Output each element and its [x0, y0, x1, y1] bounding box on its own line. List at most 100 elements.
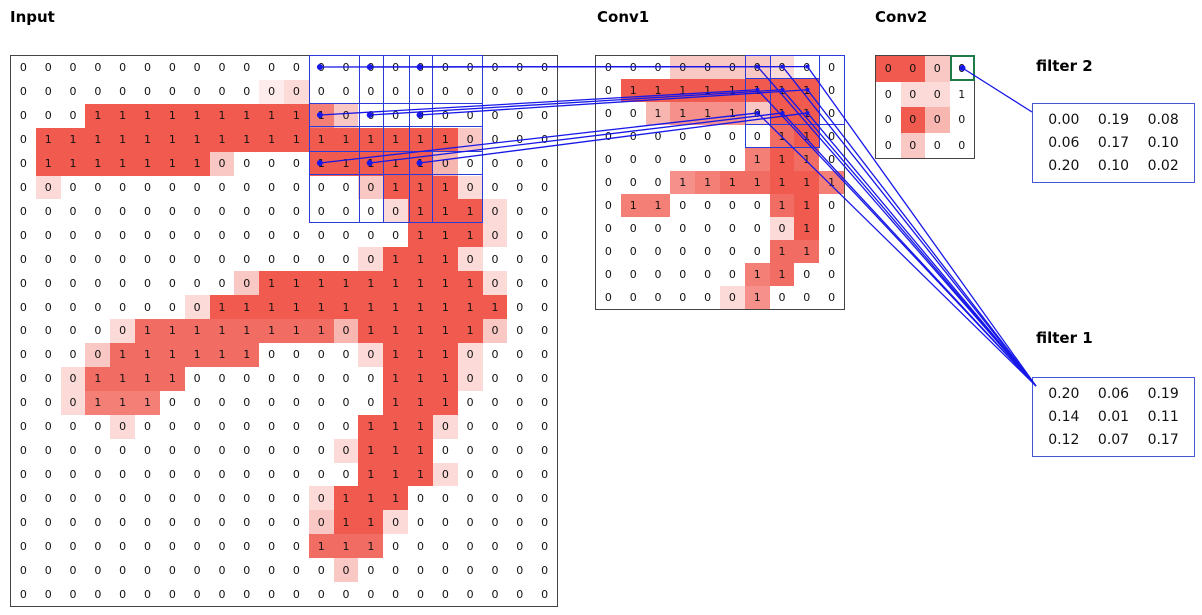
input-cell: 0	[416, 109, 424, 123]
input-cell: 0	[119, 181, 127, 195]
input-cell: 1	[159, 151, 185, 176]
input-cell: 1	[358, 151, 384, 176]
input-cell: 0	[119, 228, 127, 242]
input-cell: 0	[367, 396, 375, 410]
input-cell: 0	[119, 515, 127, 529]
input-cell: 1	[408, 127, 433, 152]
input-cell: 0	[143, 563, 151, 577]
filter1-label: filter 1	[1036, 329, 1093, 347]
conv1-cell: 1	[719, 79, 745, 102]
input-cell: 0	[292, 515, 300, 529]
input-cell: 0	[243, 181, 251, 195]
conv1-cell: 0	[753, 222, 761, 235]
input-cell: 1	[408, 175, 433, 200]
conv1-cell: 0	[604, 222, 612, 235]
conv1-cell: 1	[645, 102, 671, 125]
input-cell: 0	[466, 539, 474, 553]
input-cell: 0	[466, 61, 474, 75]
input-cell: 0	[243, 587, 251, 601]
input-cell: 0	[308, 510, 334, 535]
input-cell: 0	[392, 539, 400, 553]
input-cell: 1	[383, 414, 409, 439]
input-cell: 0	[19, 109, 27, 123]
input-cell: 0	[60, 366, 86, 391]
input-cell: 0	[491, 420, 499, 434]
conv1-cell: 0	[803, 61, 811, 74]
input-cell: 0	[292, 563, 300, 577]
input-cell: 0	[44, 515, 52, 529]
input-cell: 0	[218, 420, 226, 434]
input-cell: 0	[94, 515, 102, 529]
conv1-cell: 0	[704, 130, 712, 143]
input-cell: 0	[541, 467, 549, 481]
input-cell: 0	[441, 563, 449, 577]
input-cell: 0	[94, 467, 102, 481]
conv1-cell: 0	[803, 291, 811, 304]
input-cell: 0	[292, 348, 300, 362]
input-cell: 0	[69, 228, 77, 242]
input-cell: 0	[44, 491, 52, 505]
input-cell: 0	[317, 61, 325, 75]
input-label: Input	[10, 8, 55, 26]
conv2-cell: 0	[884, 113, 892, 127]
filter2-label: filter 2	[1036, 57, 1093, 75]
input-cell: 0	[516, 204, 524, 218]
input-cell: 0	[516, 157, 524, 171]
input-cell: 0	[441, 61, 449, 75]
input-cell: 0	[491, 348, 499, 362]
input-cell: 0	[292, 467, 300, 481]
input-cell: 1	[333, 534, 359, 559]
input-cell: 1	[159, 342, 185, 367]
input-cell: 0	[268, 515, 276, 529]
filter-value: 0.06	[1097, 385, 1130, 402]
input-cell: 0	[541, 133, 549, 147]
input-cell: 0	[367, 61, 375, 75]
input-cell: 0	[268, 539, 276, 553]
input-cell: 0	[516, 444, 524, 458]
input-cell: 1	[110, 127, 136, 152]
input-cell: 0	[69, 300, 77, 314]
input-cell: 0	[292, 372, 300, 386]
conv1-cell: 0	[828, 130, 836, 143]
input-cell: 0	[168, 85, 176, 99]
input-cell: 1	[308, 534, 334, 559]
input-cell: 1	[209, 295, 235, 320]
input-cell: 0	[243, 444, 251, 458]
input-cell: 0	[466, 157, 474, 171]
input-cell: 0	[516, 276, 524, 290]
input-cell: 0	[516, 587, 524, 601]
input-cell: 0	[69, 204, 77, 218]
input-cell: 0	[243, 467, 251, 481]
input-cell: 0	[292, 491, 300, 505]
conv1-cell: 0	[828, 84, 836, 97]
conv1-cell: 1	[769, 148, 795, 171]
input-cell: 1	[159, 127, 185, 152]
input-cell: 0	[218, 85, 226, 99]
input-cell: 0	[392, 587, 400, 601]
conv1-cell: 0	[828, 268, 836, 281]
input-cell: 0	[317, 372, 325, 386]
input-cell: 0	[342, 420, 350, 434]
conv2-cell: 0	[933, 138, 941, 152]
conv2-cell: 0	[900, 132, 925, 158]
input-cell: 1	[432, 247, 458, 272]
input-cell: 0	[308, 486, 334, 511]
conv1-cell: 0	[629, 176, 637, 189]
input-cell: 0	[168, 181, 176, 195]
input-cell: 0	[342, 228, 350, 242]
input-cell: 0	[432, 462, 458, 487]
input-cell: 0	[94, 252, 102, 266]
input-cell: 1	[308, 151, 334, 176]
input-cell: 0	[292, 157, 300, 171]
input-cell: 0	[19, 85, 27, 99]
input-cell: 1	[234, 295, 260, 320]
input-cell: 0	[218, 228, 226, 242]
conv1-cell: 0	[719, 286, 745, 309]
input-cell: 0	[193, 372, 201, 386]
input-cell: 0	[516, 491, 524, 505]
input-cell: 1	[457, 295, 483, 320]
input-cell: 0	[19, 133, 27, 147]
input-cell: 1	[209, 342, 235, 367]
filter-value: 0.19	[1097, 111, 1130, 128]
input-cell: 0	[19, 204, 27, 218]
